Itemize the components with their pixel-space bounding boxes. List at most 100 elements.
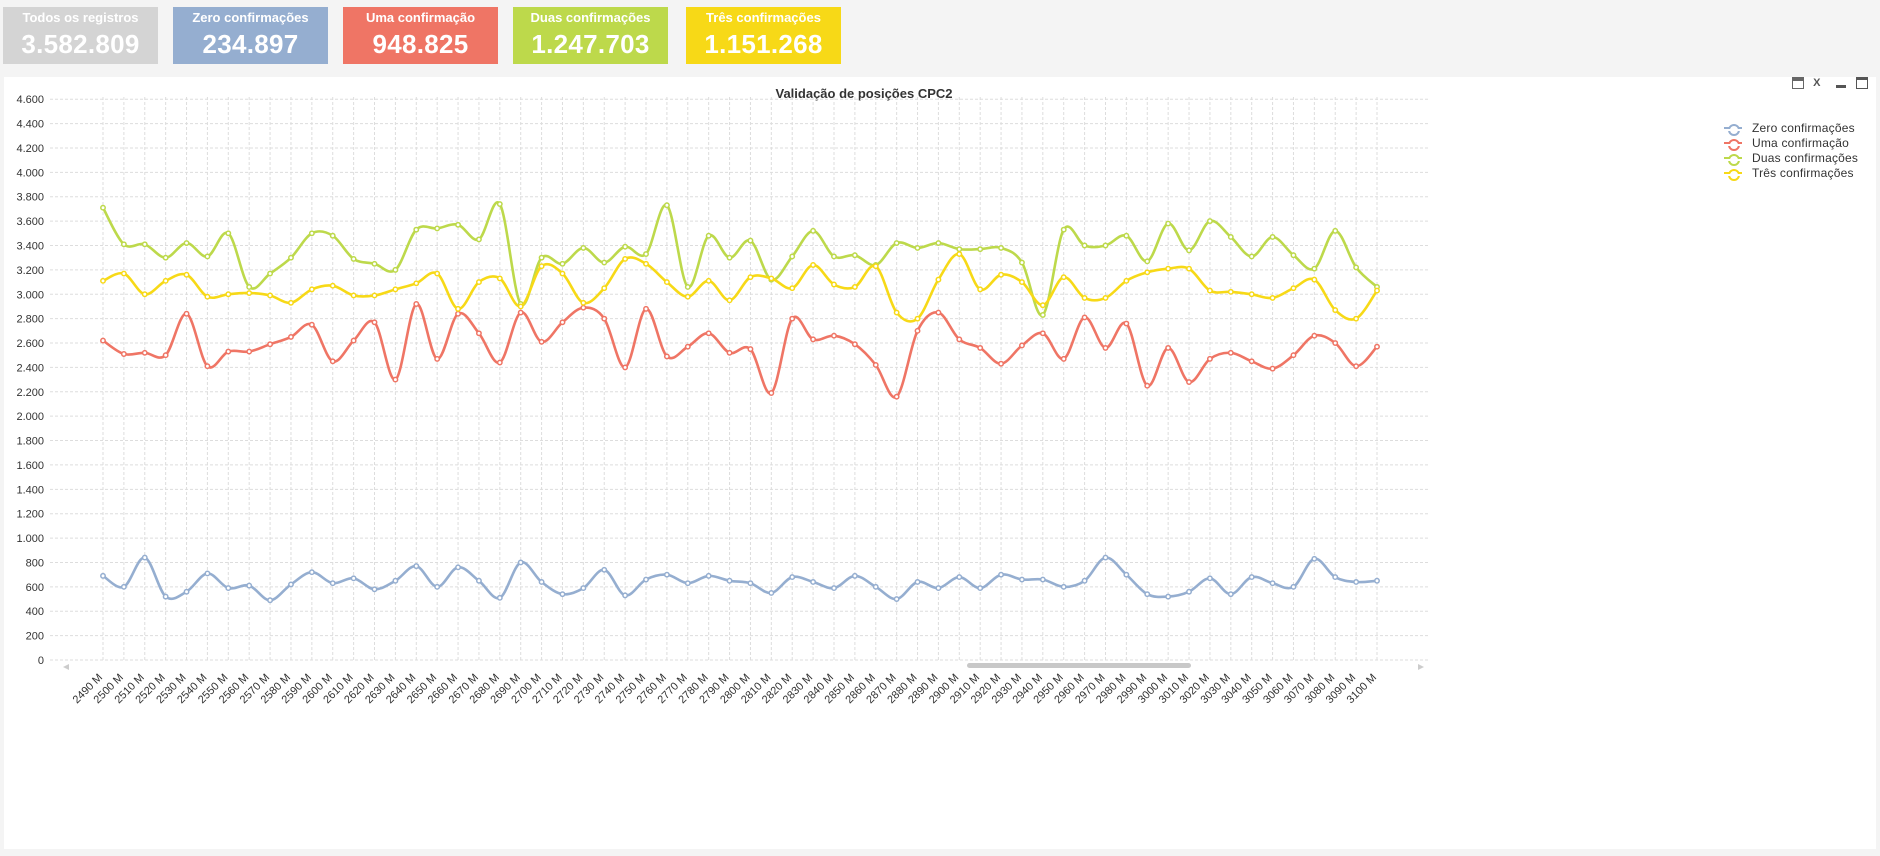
data-point — [872, 583, 879, 590]
y-tick-label: 400 — [26, 606, 44, 618]
data-point — [246, 283, 253, 290]
data-point — [496, 359, 503, 366]
kpi-bar: Todos os registros 3.582.809 Zero confir… — [0, 0, 1880, 74]
data-point — [1227, 288, 1234, 295]
data-point — [601, 285, 608, 292]
maximize-icon[interactable] — [1856, 77, 1868, 89]
data-point — [267, 341, 274, 348]
y-tick-label: 4.600 — [16, 94, 44, 106]
chart-title: Validação de posições CPC2 — [775, 86, 953, 101]
data-point — [434, 270, 441, 277]
data-point — [998, 360, 1005, 367]
data-point — [1081, 577, 1088, 584]
data-point — [120, 351, 127, 357]
data-point — [413, 226, 420, 233]
data-point — [663, 279, 670, 286]
data-point — [1332, 307, 1339, 314]
data-point — [455, 564, 461, 571]
data-point — [141, 241, 148, 248]
data-point — [705, 572, 712, 579]
data-point — [1123, 571, 1130, 578]
kpi-value: 3.582.809 — [21, 29, 140, 59]
data-point — [914, 244, 921, 251]
data-point — [225, 585, 232, 592]
data-point — [601, 259, 608, 266]
minimize-icon[interactable] — [1835, 77, 1847, 89]
data-point — [1269, 294, 1276, 301]
data-point — [663, 353, 670, 360]
data-point — [392, 577, 399, 584]
data-point — [225, 348, 232, 355]
kpi-three[interactable]: Três confirmações 1.151.268 — [686, 7, 841, 64]
y-tick-label: 1.200 — [16, 509, 44, 521]
data-point — [1060, 583, 1067, 590]
kpi-total[interactable]: Todos os registros 3.582.809 — [3, 7, 158, 64]
export-excel-icon[interactable]: X — [1813, 77, 1821, 89]
data-point — [747, 274, 754, 281]
data-point — [120, 583, 127, 590]
data-point — [831, 332, 837, 339]
data-point — [183, 271, 190, 278]
data-point — [1332, 574, 1339, 581]
data-point — [162, 352, 169, 359]
kpi-label: Zero confirmações — [192, 10, 309, 25]
data-point — [183, 240, 190, 247]
data-point — [1165, 220, 1172, 227]
data-point — [831, 253, 837, 260]
data-point — [329, 282, 336, 289]
data-point — [329, 580, 336, 587]
data-point — [1102, 554, 1109, 561]
data-point — [308, 286, 315, 293]
data-point — [684, 283, 691, 290]
data-point — [183, 310, 190, 317]
data-point — [1269, 580, 1276, 587]
data-point — [1374, 343, 1380, 350]
data-point — [1123, 320, 1130, 327]
data-point — [350, 292, 357, 299]
data-point — [1227, 591, 1234, 598]
y-tick-label: 1.000 — [16, 533, 44, 545]
y-tick-label: 1.800 — [16, 436, 44, 448]
data-point — [100, 204, 106, 211]
kpi-label: Três confirmações — [706, 10, 821, 25]
y-tick-label: 3.000 — [16, 289, 44, 301]
data-point — [851, 572, 858, 579]
y-tick-label: 4.200 — [16, 143, 44, 155]
print-icon[interactable] — [1791, 77, 1804, 89]
data-point — [120, 241, 127, 248]
data-point — [434, 225, 441, 232]
scroll-right-icon — [1418, 664, 1424, 670]
data-point — [517, 309, 524, 316]
data-point — [663, 202, 670, 209]
data-point — [977, 585, 984, 592]
data-point — [789, 253, 796, 260]
kpi-value: 948.825 — [372, 29, 469, 59]
data-point — [893, 393, 900, 400]
kpi-two[interactable]: Duas confirmações 1.247.703 — [513, 7, 668, 64]
data-point — [1206, 218, 1213, 225]
data-point — [768, 275, 775, 282]
data-point — [914, 579, 921, 585]
data-point — [559, 270, 566, 277]
y-tick-label: 3.600 — [16, 216, 44, 228]
data-point — [538, 263, 545, 270]
data-point — [643, 576, 649, 583]
data-point — [455, 221, 461, 228]
data-point — [935, 309, 942, 316]
data-point — [1144, 591, 1151, 598]
kpi-zero[interactable]: Zero confirmações 234.897 — [173, 7, 328, 64]
data-point — [726, 577, 733, 584]
data-point — [956, 336, 963, 343]
data-point — [580, 299, 587, 306]
data-point — [392, 266, 399, 273]
data-point — [1227, 349, 1234, 356]
data-point — [872, 362, 879, 368]
kpi-one[interactable]: Uma confirmação 948.825 — [343, 7, 498, 64]
data-point — [998, 271, 1005, 278]
data-point — [183, 588, 190, 595]
data-point — [1311, 276, 1318, 283]
data-point — [204, 293, 211, 300]
scroll-left-icon — [63, 664, 69, 670]
y-tick-label: 200 — [26, 631, 44, 643]
x-scrollbar-thumb — [967, 663, 1191, 668]
